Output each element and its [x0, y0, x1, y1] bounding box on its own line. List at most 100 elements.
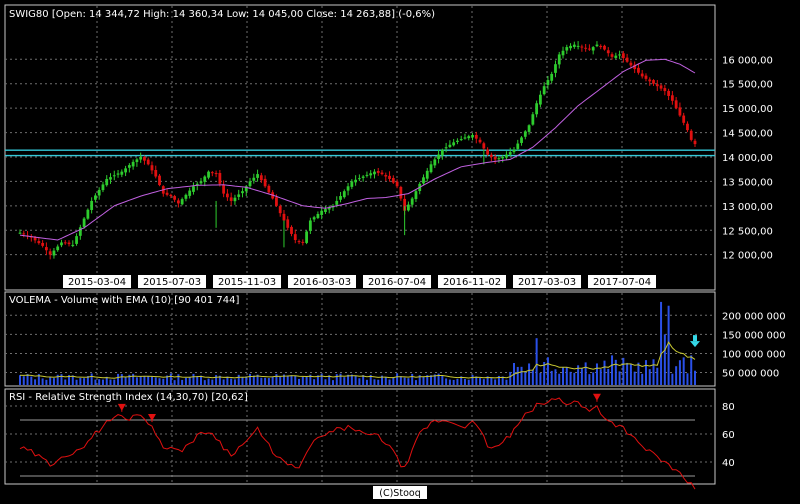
volume-bar — [34, 379, 37, 385]
volume-bar — [565, 367, 568, 385]
volume-bar — [505, 379, 508, 385]
volume-bar — [637, 362, 640, 385]
candle-body — [222, 184, 226, 194]
date-label-bg — [588, 275, 656, 288]
candle-body — [357, 178, 361, 180]
down-arrow-icon — [690, 335, 700, 348]
candle-body — [591, 47, 595, 51]
volume-bar — [45, 379, 48, 385]
volume-bar — [211, 379, 214, 385]
volume-bar — [339, 373, 342, 385]
volume-bar — [388, 379, 391, 385]
candle-body — [655, 84, 659, 87]
candle-body — [305, 231, 308, 243]
candle-body — [659, 85, 663, 89]
volume-bar — [245, 376, 248, 385]
candle-body — [689, 130, 693, 140]
volume-bar — [558, 373, 561, 385]
volume-bar — [301, 376, 304, 385]
volume-bar — [471, 374, 474, 385]
candle-body — [165, 192, 169, 195]
candle-body — [75, 236, 78, 244]
date-axis-labels: 2015-03-04 2015-07-03 2015-11-03 2016-03-03… — [63, 275, 656, 288]
candle-body — [195, 183, 199, 186]
volume-bar — [667, 305, 670, 385]
volume-bar — [452, 379, 455, 385]
candle-body — [86, 209, 90, 219]
candle-body — [135, 159, 139, 163]
candle-body — [188, 190, 192, 196]
volume-bar — [290, 375, 293, 385]
candle-body — [109, 177, 112, 180]
volume-bar — [550, 370, 553, 385]
candle-body — [414, 191, 418, 200]
volume-tick-label: 50 000 000 — [722, 369, 779, 380]
candle-body — [633, 64, 637, 70]
candle-body — [561, 50, 565, 56]
candle-body — [501, 156, 505, 159]
candle-body — [278, 206, 282, 214]
candle-body — [652, 80, 655, 84]
candle-body — [312, 217, 316, 220]
rsi-marker — [147, 414, 156, 422]
candle-body — [576, 45, 580, 47]
candle-body — [143, 157, 146, 161]
volume-bar — [414, 380, 417, 385]
candle-body — [320, 210, 324, 215]
volume-bar — [79, 377, 82, 385]
volume-bar — [426, 375, 429, 385]
candle-body — [33, 237, 37, 241]
candle-body — [538, 94, 542, 105]
date-label-bg — [63, 275, 131, 288]
volume-bar — [603, 360, 606, 385]
volume-bar — [324, 379, 327, 385]
volume-bar — [147, 376, 150, 385]
volume-bar — [271, 376, 274, 385]
volume-bar — [158, 378, 161, 385]
volume-bar — [543, 361, 546, 385]
date-label-bg — [138, 275, 206, 288]
volume-bar — [139, 376, 142, 385]
volume-bar — [207, 378, 210, 385]
volume-bar — [595, 363, 598, 385]
candle-body — [482, 143, 486, 149]
volume-bar — [690, 355, 693, 385]
candle-body — [369, 173, 373, 176]
volume-bar — [418, 375, 421, 385]
candle-body — [569, 45, 572, 49]
volume-bar — [135, 377, 138, 385]
volume-bar — [56, 374, 59, 385]
volume-bar — [535, 338, 538, 385]
candle-body — [523, 131, 527, 137]
volume-bar — [403, 377, 406, 385]
volume-bar — [479, 378, 482, 385]
volume-bar — [320, 373, 323, 385]
candle-body — [437, 154, 440, 159]
volume-bar — [362, 375, 365, 385]
candle-body — [535, 103, 539, 115]
volume-bar — [354, 375, 357, 385]
chart-title: SWIG80 [Open: 14 344,72 High: 14 360,34 … — [9, 9, 435, 20]
candle-body — [365, 174, 369, 176]
candle-body — [184, 194, 188, 199]
candle-body — [41, 242, 45, 246]
candle-body — [241, 191, 244, 194]
candle-body — [670, 95, 674, 101]
volume-bar — [286, 375, 289, 385]
volume-bar — [222, 379, 225, 385]
volume-axis-labels: 50 000 000 100 000 000 150 000 000 200 000 … — [722, 311, 786, 379]
candle-body — [463, 137, 467, 139]
volume-bar — [109, 379, 112, 385]
candle-body — [56, 246, 60, 251]
candle-body — [422, 177, 425, 184]
volume-bar — [456, 378, 459, 385]
volume-bar — [652, 359, 655, 385]
volume-bar — [460, 376, 463, 385]
volume-bar — [377, 379, 380, 385]
candle-body — [621, 53, 625, 59]
volume-bar — [686, 373, 689, 385]
volume-bar — [490, 377, 493, 385]
candle-body — [158, 175, 161, 186]
candle-body — [674, 100, 678, 109]
candle-body — [678, 107, 682, 116]
